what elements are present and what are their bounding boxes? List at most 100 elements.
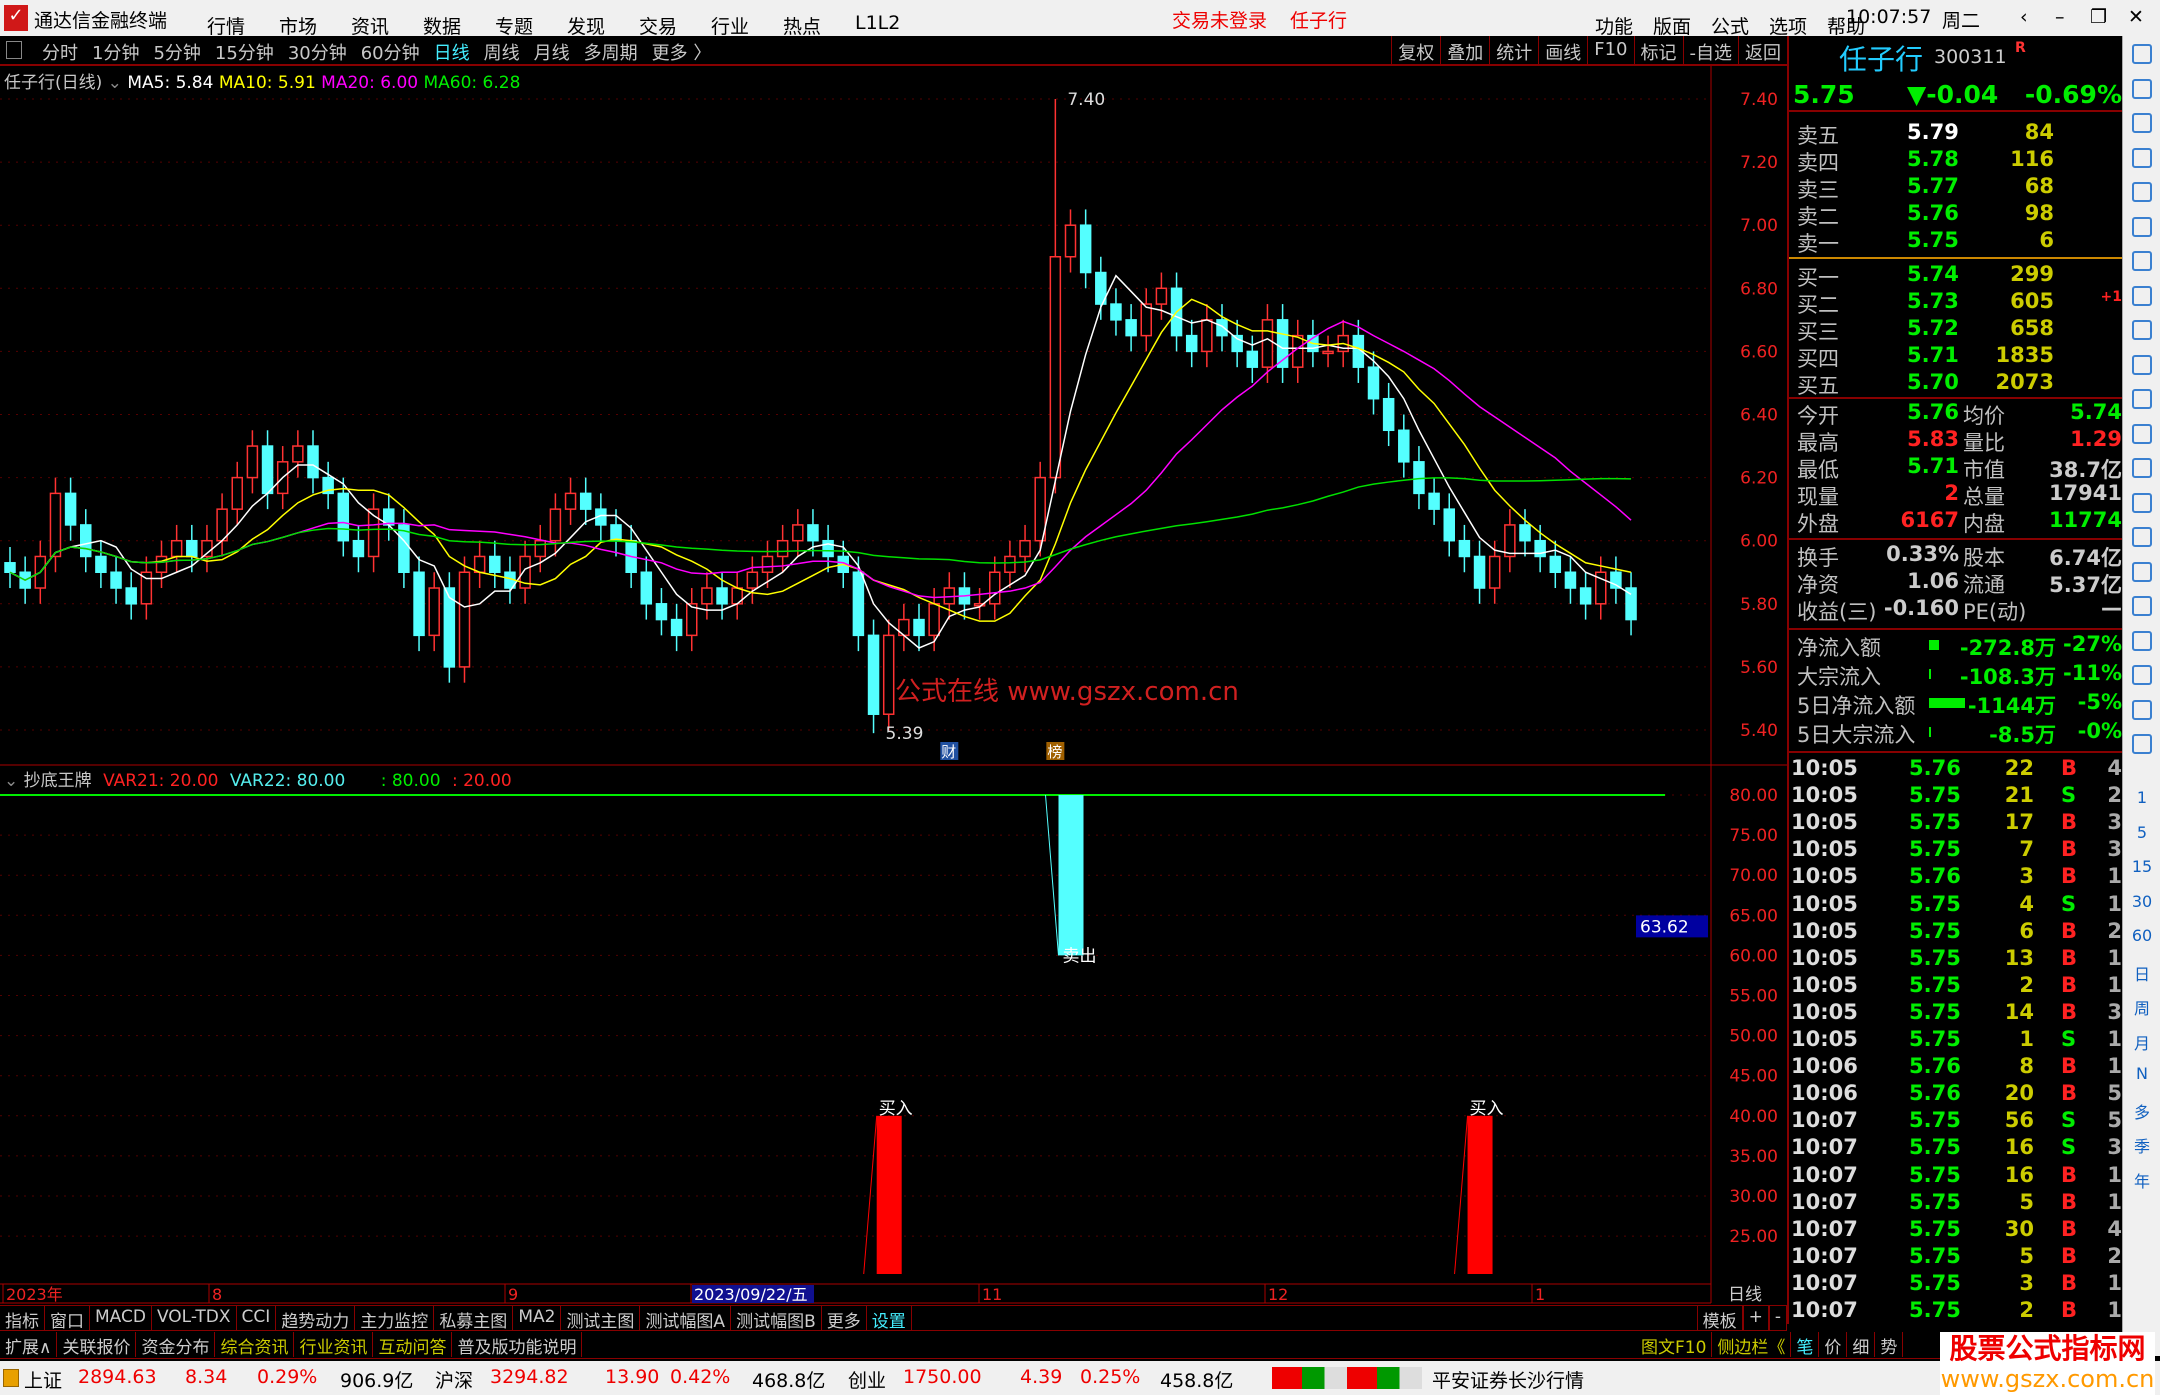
left-arrow-icon[interactable]	[2132, 44, 2152, 64]
ask-row[interactable]: 卖五 5.79 84	[1789, 120, 2124, 148]
menu-item-right[interactable]: 公式	[1711, 16, 1750, 38]
menu-item-right[interactable]: 帮助	[1827, 16, 1866, 38]
side-period-button[interactable]: 年	[2133, 1171, 2150, 1191]
menu-item[interactable]: L1L2	[855, 12, 901, 34]
restore-icon[interactable]: ❐	[2090, 6, 2108, 28]
broker-name[interactable]: 平安证券长沙行情	[1432, 1370, 1585, 1392]
period-4[interactable]: 30分钟	[287, 43, 347, 64]
down-arrow-icon[interactable]	[2132, 113, 2152, 133]
period-8[interactable]: 月线	[533, 43, 570, 64]
period-1[interactable]: 1分钟	[92, 43, 140, 64]
side-period-button[interactable]: 月	[2133, 1033, 2150, 1053]
collapse-icon[interactable]: ⌄	[107, 73, 128, 93]
menu-item-right[interactable]: 版面	[1653, 16, 1692, 38]
book-icon[interactable]	[2132, 389, 2152, 409]
up-arrow-icon[interactable]	[2132, 78, 2152, 99]
menu-item[interactable]: 发现	[567, 16, 606, 38]
period-3[interactable]: 15分钟	[214, 43, 274, 64]
template-button[interactable]: -	[1768, 1306, 1787, 1331]
bid-row[interactable]: 买四 5.71 1835	[1789, 343, 2124, 371]
function-icon[interactable]	[2132, 458, 2152, 478]
side-period-button[interactable]: 15	[2131, 857, 2153, 876]
side-period-button[interactable]: 季	[2133, 1137, 2150, 1156]
chart-button[interactable]: 画线	[1538, 36, 1587, 64]
chart-button[interactable]: F10	[1587, 36, 1633, 64]
menu-item[interactable]: 资讯	[351, 16, 390, 38]
ask-row[interactable]: 卖一 5.75 6	[1789, 228, 2124, 256]
side-period-button[interactable]: 多	[2133, 1102, 2150, 1122]
cy-name[interactable]: 创业	[848, 1370, 887, 1392]
side-period-button[interactable]: 30	[2131, 891, 2153, 911]
chart-button[interactable]: 标记	[1633, 36, 1683, 64]
chart-button[interactable]: 统计	[1489, 36, 1538, 64]
bar-chart-icon[interactable]	[2132, 251, 2152, 271]
period-6[interactable]: 日线	[433, 43, 470, 64]
indicator-tab[interactable]: MA2	[513, 1306, 562, 1331]
collapse-icon[interactable]: ⌄	[4, 771, 24, 791]
menu-item[interactable]: 专题	[495, 16, 534, 38]
side-tab[interactable]: 细	[1847, 1332, 1876, 1358]
indicator-tab[interactable]: 设置	[867, 1306, 912, 1332]
chart-button[interactable]: 返回	[1738, 36, 1787, 64]
menu-item[interactable]: 市场	[279, 16, 318, 38]
extension-tab[interactable]: 资金分布	[136, 1332, 216, 1358]
pen-icon[interactable]	[2132, 665, 2152, 685]
extension-tab[interactable]: 扩展∧	[0, 1332, 58, 1358]
side-tab[interactable]: 侧边栏《	[1712, 1332, 1792, 1358]
indicator-tab[interactable]: MACD	[90, 1306, 152, 1331]
news-icon[interactable]	[2132, 354, 2152, 375]
table-icon[interactable]	[2132, 182, 2152, 202]
menu-item-right[interactable]: 选项	[1769, 16, 1808, 38]
bid-row[interactable]: 买三 5.72 658	[1789, 316, 2124, 344]
bid-row[interactable]: 买一 5.74 299	[1789, 262, 2124, 290]
period-10[interactable]: 更多 〉	[651, 43, 712, 64]
chart-button[interactable]: 叠加	[1440, 36, 1489, 64]
move-icon[interactable]	[2132, 630, 2152, 651]
period-0[interactable]: 分时	[42, 43, 78, 64]
panel-toggle-icon[interactable]	[6, 41, 22, 59]
menu-item[interactable]: 热点	[783, 16, 822, 38]
menu-item[interactable]: 数据	[423, 16, 462, 38]
indicator-tab[interactable]: 窗口	[45, 1306, 90, 1332]
period-9[interactable]: 多周期	[583, 43, 638, 64]
side-tab[interactable]: 价	[1819, 1332, 1848, 1358]
extension-tab[interactable]: 综合资讯	[215, 1332, 295, 1358]
period-2[interactable]: 5分钟	[153, 43, 201, 64]
minimize-icon[interactable]: –	[2055, 6, 2065, 28]
ask-row[interactable]: 卖二 5.76 98	[1789, 201, 2124, 229]
bid-row[interactable]: 买五 5.70 2073	[1789, 370, 2124, 398]
indicator-tab[interactable]: 私募主图	[434, 1306, 514, 1332]
indicator-tab[interactable]: 更多	[822, 1306, 867, 1332]
indicator-tab[interactable]: 趋势动力	[276, 1306, 356, 1332]
f10-icon[interactable]	[2132, 320, 2152, 340]
side-period-button[interactable]: 5	[2136, 822, 2148, 842]
period-5[interactable]: 60分钟	[360, 43, 420, 64]
ask-row[interactable]: 卖四 5.78 116	[1789, 147, 2124, 175]
side-period-button[interactable]: 1	[2136, 788, 2148, 807]
coin-icon[interactable]	[2132, 596, 2152, 616]
login-status[interactable]: 交易未登录	[1172, 10, 1268, 32]
template-button[interactable]: +	[1742, 1306, 1769, 1331]
wave-icon[interactable]	[2132, 527, 2152, 547]
fs-icon[interactable]	[2132, 699, 2152, 720]
line-chart-icon[interactable]	[2132, 216, 2152, 237]
sh-name[interactable]: 上证	[24, 1370, 63, 1392]
ask-row[interactable]: 卖三 5.77 68	[1789, 174, 2124, 202]
refresh-icon[interactable]	[2132, 734, 2152, 754]
close-icon[interactable]: ✕	[2128, 6, 2144, 28]
side-period-button[interactable]: N	[2136, 1064, 2148, 1083]
back-icon[interactable]: ‹	[2020, 6, 2028, 28]
indicator-tab[interactable]: 指标	[0, 1306, 45, 1332]
menu-item[interactable]: 行情	[207, 16, 246, 38]
menu-item[interactable]: 交易	[639, 16, 678, 38]
extension-tab[interactable]: 行业资讯	[294, 1332, 374, 1358]
indicator-tab[interactable]: 测试幅图A	[640, 1306, 732, 1332]
indicator-tab[interactable]: 测试幅图B	[731, 1306, 822, 1332]
rsi-icon[interactable]	[2132, 561, 2152, 582]
chart-button[interactable]: -自选	[1682, 36, 1739, 64]
side-tab[interactable]: 势	[1875, 1332, 1904, 1358]
period-7[interactable]: 周线	[483, 43, 520, 64]
side-period-button[interactable]: 周	[2133, 999, 2150, 1018]
indicator-tab[interactable]: VOL-TDX	[152, 1306, 237, 1331]
indicator-tab[interactable]: CCI	[237, 1306, 277, 1331]
